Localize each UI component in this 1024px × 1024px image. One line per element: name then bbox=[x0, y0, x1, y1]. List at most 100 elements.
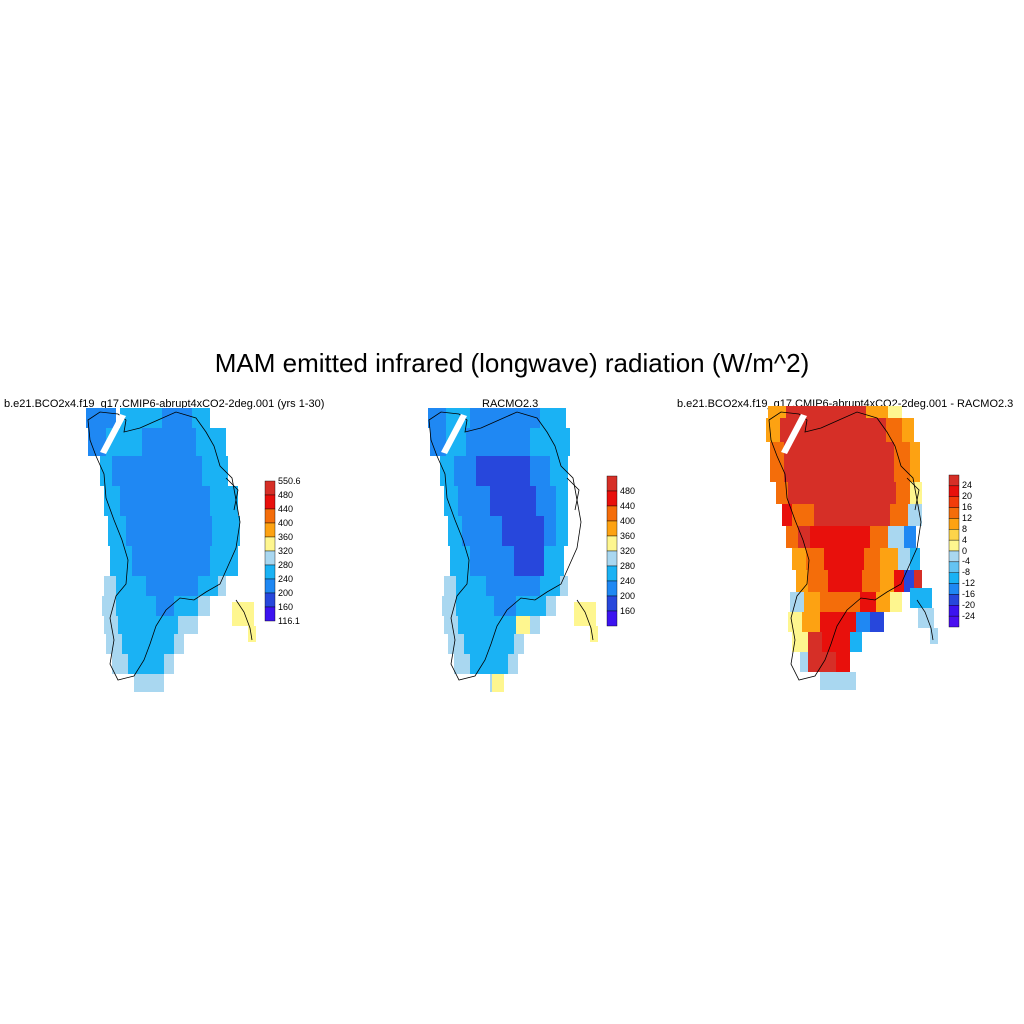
colorbar-tick-label: 480 bbox=[278, 489, 294, 500]
map-cell bbox=[914, 570, 922, 592]
colorbar-tick-label: 12 bbox=[962, 512, 973, 523]
map-cell bbox=[910, 442, 920, 482]
map-cell bbox=[930, 628, 938, 644]
map-cell bbox=[544, 516, 556, 546]
colorbar-tick-label: 400 bbox=[620, 515, 636, 526]
map-cell bbox=[470, 546, 514, 576]
coastline bbox=[906, 477, 920, 511]
map-cell bbox=[444, 616, 458, 634]
map-cell bbox=[490, 486, 536, 516]
map-cell bbox=[574, 602, 596, 626]
map-cell bbox=[530, 616, 540, 634]
map-cell bbox=[768, 406, 786, 418]
map-cell bbox=[102, 596, 116, 616]
colorbar-tick-label: 280 bbox=[620, 560, 636, 571]
colorbar-tick-label: 280 bbox=[278, 559, 294, 570]
map-cell bbox=[556, 428, 570, 456]
colorbar-swatch bbox=[264, 494, 276, 510]
map-cell bbox=[146, 576, 198, 596]
map-cell bbox=[544, 546, 564, 576]
map-cell bbox=[766, 418, 780, 442]
map-cell bbox=[142, 428, 196, 456]
map-cell bbox=[112, 456, 202, 486]
map-cell bbox=[824, 548, 864, 570]
colorbar-tick-label: 440 bbox=[620, 500, 636, 511]
map-cell bbox=[880, 570, 894, 592]
map-cell bbox=[792, 632, 808, 652]
map-cell bbox=[886, 418, 902, 442]
map-cell bbox=[196, 428, 212, 456]
map-cell bbox=[494, 596, 516, 616]
map-cell bbox=[110, 546, 132, 576]
map-cell bbox=[440, 456, 454, 486]
coastline bbox=[225, 477, 239, 511]
colorbar-swatch bbox=[606, 550, 618, 567]
colorbar-tick-label: 320 bbox=[278, 545, 294, 556]
colorbar-swatch bbox=[264, 592, 276, 608]
map-cell bbox=[458, 486, 490, 516]
map-cell bbox=[556, 516, 568, 546]
map-cell bbox=[810, 526, 870, 548]
map-cell bbox=[820, 592, 860, 612]
colorbar-tick-label: 4 bbox=[962, 534, 968, 545]
colorbar-tick-label: 8 bbox=[962, 523, 968, 534]
map-cell bbox=[228, 546, 238, 576]
map-cell bbox=[828, 570, 862, 592]
colorbar-swatch bbox=[606, 595, 618, 612]
map-cell bbox=[174, 596, 198, 616]
coastline bbox=[235, 599, 253, 641]
colorbar-swatch bbox=[264, 606, 276, 622]
map-cell bbox=[134, 674, 164, 692]
map-cell bbox=[918, 608, 934, 628]
map-cell bbox=[820, 672, 846, 690]
map-cell bbox=[132, 546, 210, 576]
map-cell bbox=[898, 548, 910, 570]
map-cell bbox=[88, 428, 106, 456]
map-cell bbox=[536, 486, 556, 516]
colorbar-tick-label: 360 bbox=[278, 531, 294, 542]
map-cell bbox=[540, 576, 560, 596]
map-cell bbox=[232, 602, 254, 626]
missing-data-strip bbox=[781, 414, 807, 454]
map-cell bbox=[894, 570, 904, 592]
map-cell bbox=[508, 654, 518, 674]
map-cell bbox=[880, 548, 898, 570]
map-cell bbox=[164, 654, 174, 674]
colorbar-tick-label: 16 bbox=[962, 502, 973, 513]
map-cell bbox=[198, 576, 218, 596]
map-cell bbox=[798, 526, 810, 548]
map-cell bbox=[428, 408, 446, 428]
colorbar-swatch bbox=[948, 518, 960, 530]
map-cell bbox=[902, 418, 914, 442]
colorbar-tick-label: -12 bbox=[962, 578, 976, 589]
map-cell bbox=[510, 408, 540, 428]
colorbar-swatch bbox=[606, 475, 618, 492]
colorbar-tick-label: 440 bbox=[278, 503, 294, 514]
map-cell bbox=[108, 516, 126, 546]
colorbar-tick-label: 160 bbox=[620, 605, 636, 616]
map-cell bbox=[808, 652, 836, 672]
map-cell bbox=[896, 482, 910, 504]
map-cell bbox=[784, 442, 894, 482]
map-cell bbox=[492, 674, 504, 692]
map-cell bbox=[540, 408, 566, 428]
colorbar-swatch bbox=[948, 507, 960, 519]
colorbar-tick-label: 240 bbox=[278, 573, 294, 584]
map-cell bbox=[116, 596, 156, 616]
colorbar-swatch bbox=[948, 539, 960, 552]
map-cell bbox=[228, 516, 240, 546]
map-cell bbox=[788, 482, 896, 504]
colorbar-swatch bbox=[948, 605, 960, 617]
colorbar-swatch bbox=[948, 474, 960, 487]
colorbar-swatch bbox=[606, 520, 618, 537]
map-cell bbox=[120, 486, 210, 516]
map-cell bbox=[120, 408, 140, 428]
map-cell bbox=[850, 632, 862, 652]
map-cell bbox=[806, 548, 824, 570]
map-cell bbox=[212, 516, 228, 546]
map-cell bbox=[122, 634, 174, 654]
map-cell bbox=[808, 570, 828, 592]
map-cell bbox=[846, 672, 856, 690]
map-cell bbox=[888, 406, 902, 418]
map-cell bbox=[796, 570, 808, 592]
